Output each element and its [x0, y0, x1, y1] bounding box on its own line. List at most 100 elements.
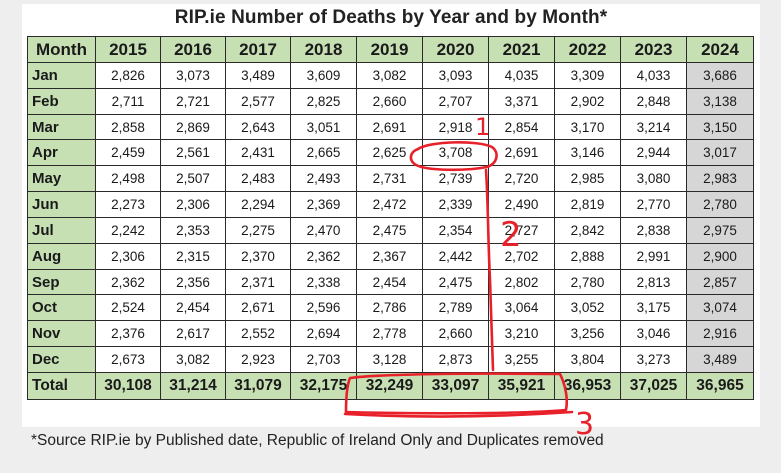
value-cell: 2,916: [686, 320, 754, 348]
value-cell: 2,802: [488, 268, 555, 296]
value-cell: 2,498: [95, 165, 161, 193]
table-row: Jan 2,826 3,073 3,489 3,609 3,082 3,093 4,035 3,…: [27, 62, 754, 89]
row-month-label: Oct: [27, 294, 96, 322]
total-cell: 36,965: [686, 372, 754, 400]
value-cell: 2,577: [225, 87, 291, 115]
value-cell: 2,731: [356, 165, 423, 193]
value-cell: 2,475: [422, 268, 489, 296]
value-cell: 2,985: [554, 165, 621, 193]
column-header-year: 2019: [356, 36, 423, 63]
table-row: Feb 2,711 2,721 2,577 2,825 2,660 2,707 3,371 2,…: [27, 87, 754, 115]
header-row: Month 2015 2016 2017 2018 2019 2020 2021…: [27, 36, 754, 63]
totals-row: Total 30,108 31,214 31,079 32,175 32,249…: [27, 372, 754, 400]
table-row: Oct 2,524 2,454 2,671 2,596 2,786 2,789 3,064 3,…: [27, 294, 754, 322]
value-cell: 3,708: [422, 139, 489, 167]
value-cell: 2,561: [160, 139, 226, 167]
value-cell: 2,825: [290, 87, 357, 115]
value-cell: 2,362: [95, 268, 161, 296]
value-cell: 2,306: [160, 191, 226, 218]
value-cell: 2,869: [160, 113, 226, 141]
value-cell: 2,813: [620, 268, 687, 296]
table-body: Jan 2,826 3,073 3,489 3,609 3,082 3,093 4,035 3,…: [27, 62, 754, 373]
value-cell: 2,786: [356, 294, 423, 322]
value-cell: 2,242: [95, 216, 161, 244]
value-cell: 2,483: [225, 165, 291, 193]
value-cell: 3,214: [620, 113, 687, 141]
page-title: RIP.ie Number of Deaths by Year and by M…: [174, 7, 608, 28]
value-cell: 2,873: [422, 346, 489, 373]
value-cell: 2,490: [488, 191, 555, 218]
value-cell: 2,991: [620, 242, 687, 270]
value-cell: 2,789: [422, 294, 489, 322]
value-cell: 2,703: [290, 346, 357, 373]
total-cell: 31,214: [160, 372, 226, 400]
value-cell: 2,665: [290, 139, 357, 167]
value-cell: 2,720: [488, 165, 555, 193]
row-month-label: Apr: [27, 139, 96, 167]
value-cell: 3,051: [290, 113, 357, 141]
column-header-year: 2016: [160, 36, 226, 63]
value-cell: 2,306: [95, 242, 161, 270]
table-row: Jun 2,273 2,306 2,294 2,369 2,472 2,339 2,490 2,…: [27, 191, 754, 218]
value-cell: 2,275: [225, 216, 291, 244]
value-cell: 2,643: [225, 113, 291, 141]
deaths-table: Month 2015 2016 2017 2018 2019 2020 2021…: [27, 36, 754, 400]
value-cell: 2,370: [225, 242, 291, 270]
value-cell: 2,721: [160, 87, 226, 115]
value-cell: 2,660: [422, 320, 489, 348]
table-row: Sep 2,362 2,356 2,371 2,338 2,454 2,475 2,802 2,…: [27, 268, 754, 296]
value-cell: 2,900: [686, 242, 754, 270]
value-cell: 3,052: [554, 294, 621, 322]
total-cell: 31,079: [225, 372, 291, 400]
value-cell: 3,146: [554, 139, 621, 167]
value-cell: 3,128: [356, 346, 423, 373]
value-cell: 3,273: [620, 346, 687, 373]
value-cell: 3,489: [225, 62, 291, 89]
table-row: Dec 2,673 3,082 2,923 2,703 3,128 2,873 3,255 3,…: [27, 346, 754, 373]
row-month-label: Mar: [27, 113, 96, 141]
value-cell: 3,093: [422, 62, 489, 89]
column-header-year: 2023: [620, 36, 687, 63]
total-cell: 36,953: [554, 372, 621, 400]
value-cell: 2,944: [620, 139, 687, 167]
value-cell: 3,170: [554, 113, 621, 141]
value-cell: 3,371: [488, 87, 555, 115]
value-cell: 2,524: [95, 294, 161, 322]
value-cell: 3,017: [686, 139, 754, 167]
value-cell: 2,371: [225, 268, 291, 296]
value-cell: 3,138: [686, 87, 754, 115]
value-cell: 3,080: [620, 165, 687, 193]
column-header-year: 2020: [422, 36, 489, 63]
column-header-year: 2015: [95, 36, 161, 63]
value-cell: 4,035: [488, 62, 555, 89]
value-cell: 3,046: [620, 320, 687, 348]
value-cell: 2,848: [620, 87, 687, 115]
value-cell: 2,671: [225, 294, 291, 322]
value-cell: 2,778: [356, 320, 423, 348]
value-cell: 2,975: [686, 216, 754, 244]
value-cell: 3,082: [356, 62, 423, 89]
value-cell: 2,770: [620, 191, 687, 218]
value-cell: 2,315: [160, 242, 226, 270]
value-cell: 2,826: [95, 62, 161, 89]
value-cell: 2,838: [620, 216, 687, 244]
value-cell: 2,442: [422, 242, 489, 270]
value-cell: 3,074: [686, 294, 754, 322]
value-cell: 2,691: [488, 139, 555, 167]
value-cell: 2,431: [225, 139, 291, 167]
row-month-label: Sep: [27, 268, 96, 296]
row-month-label: Jul: [27, 216, 96, 244]
value-cell: 2,707: [422, 87, 489, 115]
value-cell: 2,454: [160, 294, 226, 322]
value-cell: 2,273: [95, 191, 161, 218]
column-header-month: Month: [27, 36, 96, 63]
value-cell: 2,857: [686, 268, 754, 296]
value-cell: 3,686: [686, 62, 754, 89]
value-cell: 2,475: [356, 216, 423, 244]
row-month-label: Dec: [27, 346, 96, 373]
value-cell: 2,354: [422, 216, 489, 244]
value-cell: 3,255: [488, 346, 555, 373]
value-cell: 2,711: [95, 87, 161, 115]
column-header-year: 2024: [686, 36, 754, 63]
